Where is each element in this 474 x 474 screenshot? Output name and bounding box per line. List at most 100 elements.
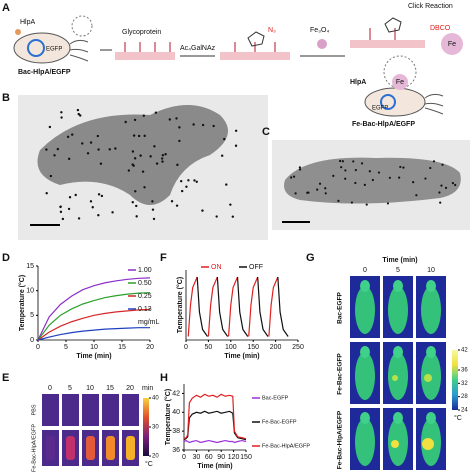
x-tick-label: 90 [217, 454, 225, 461]
flagella [424, 93, 444, 115]
colorbar [143, 398, 149, 456]
dot [175, 204, 179, 207]
mouse-head [360, 412, 370, 424]
dot [48, 125, 52, 129]
y-tick-label: 5 [30, 312, 34, 319]
time-label: 0 [363, 267, 367, 274]
dot [298, 166, 301, 169]
glycans [124, 42, 171, 52]
mouse-body [421, 286, 441, 334]
dot [388, 176, 391, 179]
dot [344, 169, 347, 172]
dot [212, 124, 215, 128]
dot [363, 183, 366, 187]
hot-spot [422, 438, 434, 450]
label: Fe [396, 79, 404, 86]
time-label: 20 [126, 385, 134, 392]
legend-label: 1.00 [138, 267, 152, 274]
x-tick-label: 150 [247, 344, 259, 351]
dot [215, 215, 218, 218]
dot [77, 217, 81, 220]
row-label: Bac-EGFP [337, 291, 344, 323]
dot [132, 134, 136, 137]
dot [377, 171, 381, 174]
dot [74, 193, 77, 197]
row-label: Fe-Bac-EGFP [337, 353, 344, 395]
x-tick-label: 0 [36, 344, 40, 351]
label: Bac-HlpA/EGFP [18, 69, 71, 76]
dot [164, 152, 167, 156]
dot [61, 217, 65, 221]
colorbar-unit: °C [454, 414, 462, 422]
dot [68, 196, 72, 199]
x-axis-label: Time (min) [76, 353, 111, 360]
dot [201, 209, 204, 212]
label: DBCO [430, 25, 451, 32]
colorbar-label: 40 [152, 396, 159, 402]
dot [337, 199, 340, 202]
mouse-head [426, 346, 436, 358]
thermal-image [102, 394, 119, 426]
dot [96, 134, 100, 138]
series-line [37, 327, 150, 341]
nanoparticle [317, 39, 327, 49]
dot [137, 134, 141, 138]
legend-label: Bac-EGFP [262, 395, 289, 401]
dot [100, 194, 104, 198]
dot [415, 194, 418, 197]
legend-label: OFF [249, 264, 263, 271]
series-line [37, 277, 151, 341]
hot-spot [46, 436, 55, 460]
dot [71, 133, 74, 136]
dot [402, 166, 405, 169]
dot [324, 192, 327, 195]
dot [135, 204, 138, 208]
glycans [369, 28, 396, 40]
legend-label: 0.13 [138, 306, 152, 313]
dot [225, 183, 228, 186]
dot [185, 185, 188, 188]
dot [398, 176, 401, 179]
membrane [220, 52, 290, 60]
dot [76, 108, 80, 112]
dot [141, 170, 145, 173]
thermal-image [122, 394, 139, 426]
dot [168, 118, 172, 121]
dot [86, 152, 90, 155]
dot [179, 179, 183, 183]
legend-label: ON [211, 264, 222, 271]
glycans [234, 42, 276, 52]
mouse-head [360, 280, 370, 292]
time-label: 15 [106, 385, 114, 392]
x-axis-label: Time (min) [197, 463, 232, 470]
x-tick-label: 60 [205, 454, 213, 461]
dot [354, 181, 357, 185]
dot [352, 160, 355, 163]
series-line [183, 439, 247, 444]
mouse-head [393, 412, 403, 424]
dot [399, 165, 402, 169]
y-axis-label: Temperature (°C) [176, 277, 184, 333]
series-line [183, 410, 247, 441]
dot [324, 187, 327, 190]
dot [294, 192, 297, 195]
dot [292, 175, 296, 178]
dot [89, 200, 93, 203]
time-label: 10 [86, 385, 94, 392]
dot [441, 163, 444, 166]
dot [234, 129, 238, 133]
series-line [37, 308, 151, 341]
dot [134, 190, 137, 193]
thermal-image [82, 394, 99, 426]
dot [59, 210, 63, 214]
dot [307, 191, 310, 194]
panel-label: E [2, 372, 9, 384]
label: Click Reaction [408, 3, 453, 10]
dot [354, 168, 357, 172]
panel-label: C [262, 126, 270, 138]
dot [368, 170, 371, 173]
mouse-body [355, 286, 375, 334]
x-tick-label: 30 [193, 454, 201, 461]
dot [149, 155, 152, 158]
dot [161, 160, 164, 163]
